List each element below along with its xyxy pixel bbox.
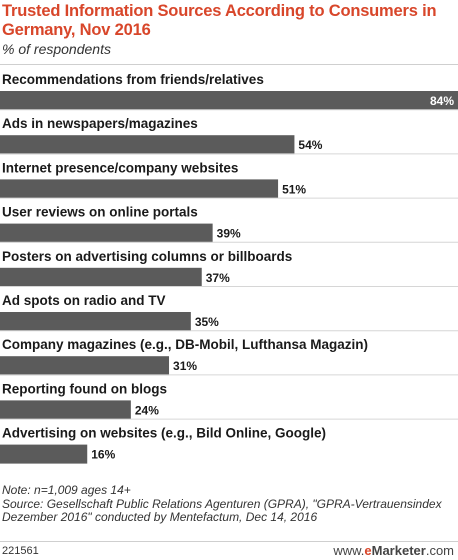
bar (0, 356, 170, 376)
top-divider (0, 64, 458, 65)
value-label: 54% (298, 138, 322, 152)
bar (0, 444, 88, 464)
category-label: Posters on advertising columns or billbo… (2, 249, 292, 264)
chart-id: 221561 (2, 545, 39, 557)
chart-title: Trusted Information Sources According to… (2, 2, 437, 39)
category-label: Internet presence/company websites (2, 160, 238, 175)
value-label: 51% (282, 182, 306, 196)
bar (0, 135, 295, 155)
value-label: 84% (430, 94, 454, 108)
category-label: Advertising on websites (e.g., Bild Onli… (2, 426, 326, 441)
bar (0, 312, 191, 331)
value-label: 31% (173, 359, 197, 373)
category-label: Company magazines (e.g., DB-Mobil, Lufth… (2, 337, 368, 352)
brand-prefix: www. (333, 543, 365, 558)
bar (0, 223, 213, 243)
value-label: 16% (91, 448, 115, 462)
value-label: 35% (195, 315, 219, 329)
chart-subtitle: % of respondents (2, 41, 111, 57)
bar (0, 400, 131, 420)
bar (0, 179, 279, 199)
category-label: Recommendations from friends/relatives (2, 72, 264, 87)
category-label: User reviews on online portals (2, 205, 198, 220)
brand-logo[interactable]: www.eMarketer.com (333, 543, 454, 558)
value-label: 24% (135, 403, 159, 417)
bar (0, 91, 458, 110)
category-label: Reporting found on blogs (2, 381, 167, 396)
source-text: Source: Gesellschaft Public Relations Ag… (2, 496, 442, 524)
bar-chart: Recommendations from friends/relatives 84… (0, 72, 458, 464)
brand-suffix: .com (425, 543, 454, 558)
category-label: Ads in newspapers/magazines (2, 116, 198, 131)
value-label: 39% (217, 227, 241, 241)
value-label: 37% (206, 271, 230, 285)
category-label: Ad spots on radio and TV (2, 293, 166, 308)
note-text: Note: n=1,009 ages 14+ (2, 483, 131, 497)
chart-notes: Note: n=1,009 ages 14+ Source: Gesellsch… (2, 483, 456, 525)
bar (0, 267, 202, 287)
brand-e: e (364, 543, 372, 558)
bottom-divider (0, 541, 458, 542)
brand-name: Marketer (371, 543, 426, 558)
